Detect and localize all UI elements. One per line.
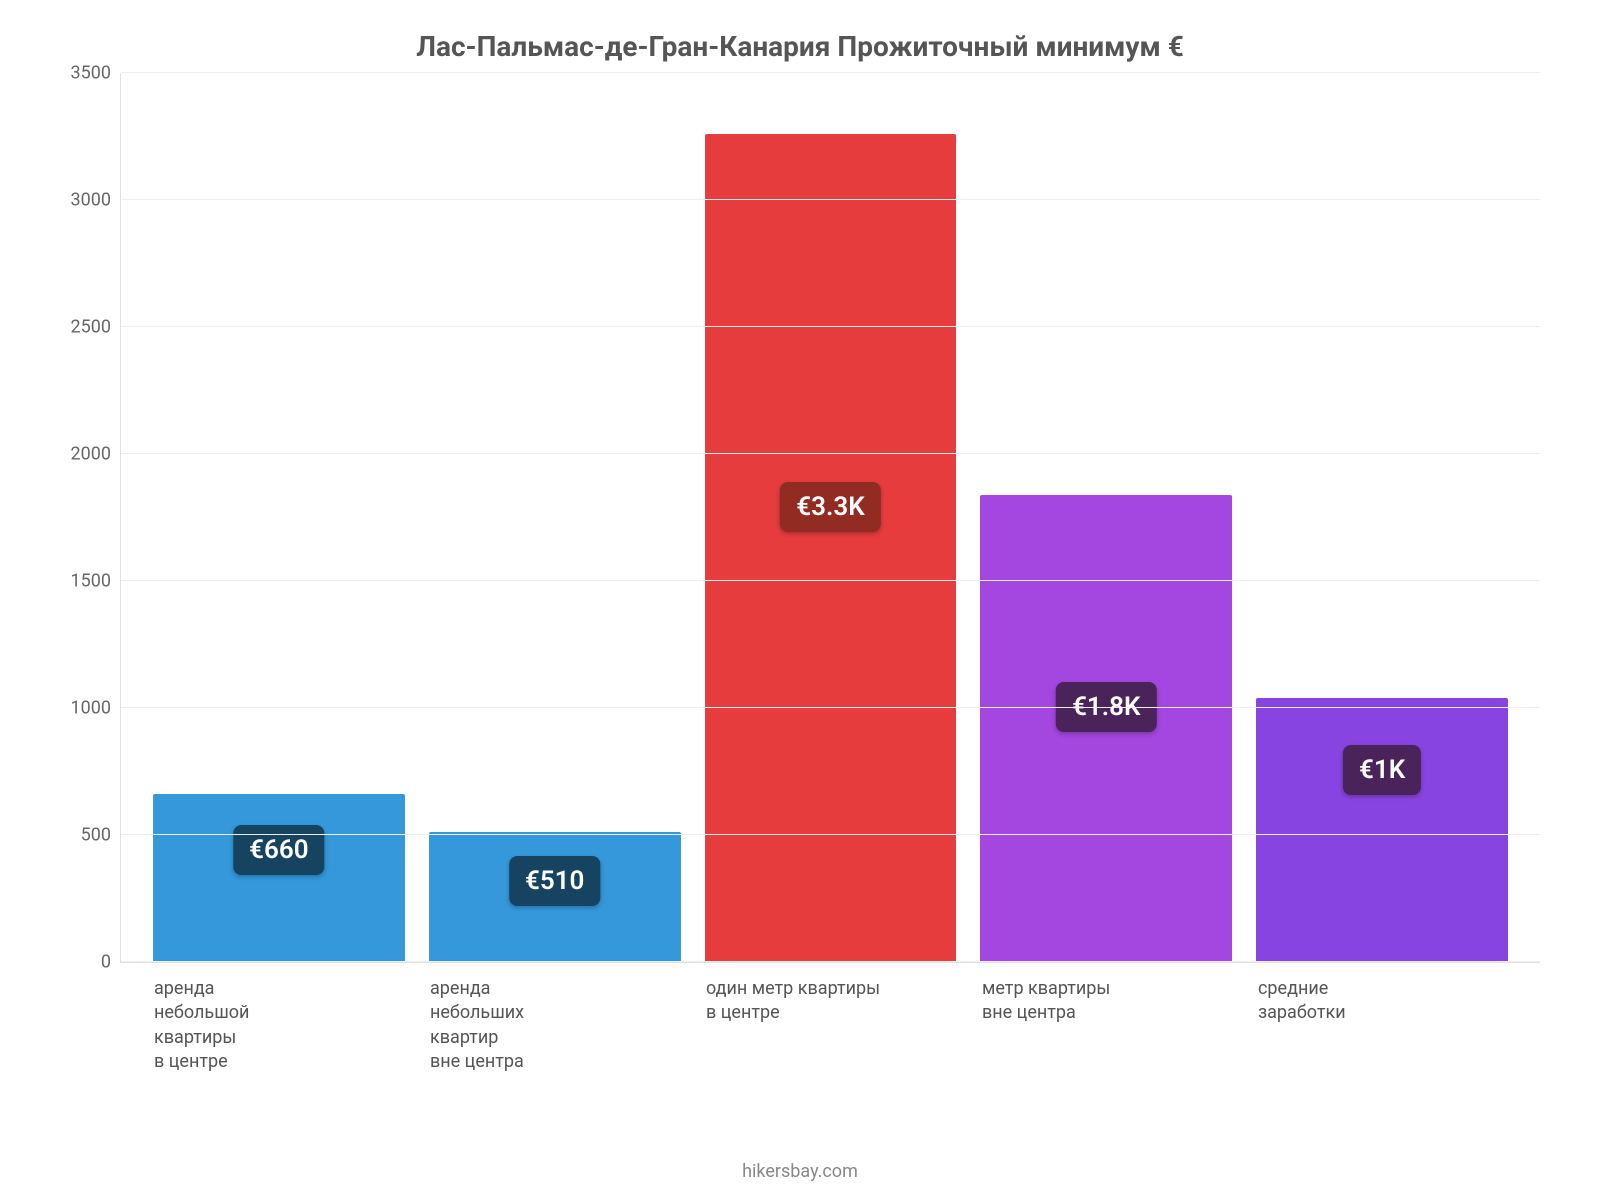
bar: €660 <box>153 794 405 962</box>
x-axis-label: один метр квартирыв центре <box>692 977 968 1074</box>
x-axis-label: метр квартирывне центра <box>968 977 1244 1074</box>
bar: €510 <box>429 832 681 962</box>
grid-line <box>121 326 1540 327</box>
bar-slot: €1.8K <box>968 73 1244 962</box>
y-tick-label: 1500 <box>71 571 121 592</box>
grid-line <box>121 453 1540 454</box>
bar-value-badge: €660 <box>233 825 324 875</box>
y-tick-label: 0 <box>101 952 121 973</box>
x-axis-label: средниезаработки <box>1244 977 1520 1074</box>
source-credit: hikersbay.com <box>0 1161 1600 1182</box>
chart-title: Лас-Пальмас-де-Гран-Канария Прожиточный … <box>60 30 1540 63</box>
x-axis-labels: аренданебольшойквартирыв центреаренданеб… <box>120 963 1540 1074</box>
y-tick-label: 2000 <box>71 444 121 465</box>
plot-area: €660€510€3.3K€1.8K€1K 050010001500200025… <box>120 73 1540 963</box>
bar-value-badge: €1K <box>1343 745 1421 795</box>
bar-value-badge: €3.3K <box>780 482 880 532</box>
bars-row: €660 €510 €3.3K €1.8K €1K <box>121 73 1540 962</box>
grid-line <box>121 199 1540 200</box>
bar-slot: €1K <box>1244 73 1520 962</box>
grid-line <box>121 834 1540 835</box>
bar-slot: €510 <box>417 73 693 962</box>
grid-line <box>121 580 1540 581</box>
bar-value-badge: €510 <box>509 856 600 906</box>
grid-line <box>121 707 1540 708</box>
y-tick-label: 500 <box>81 825 121 846</box>
bar: €1.8K <box>980 495 1232 962</box>
chart-container: Лас-Пальмас-де-Гран-Канария Прожиточный … <box>60 30 1540 1130</box>
x-axis-label: аренданебольшойквартирыв центре <box>140 977 416 1074</box>
bar-slot: €3.3K <box>693 73 969 962</box>
x-axis-label: аренданебольшихквартирвне центра <box>416 977 692 1074</box>
grid-line <box>121 961 1540 962</box>
y-tick-label: 2500 <box>71 317 121 338</box>
bar: €3.3K <box>705 134 957 962</box>
bar-slot: €660 <box>141 73 417 962</box>
bar: €1K <box>1256 698 1508 962</box>
y-tick-label: 3500 <box>71 63 121 84</box>
grid-line <box>121 72 1540 73</box>
y-tick-label: 3000 <box>71 190 121 211</box>
y-tick-label: 1000 <box>71 698 121 719</box>
